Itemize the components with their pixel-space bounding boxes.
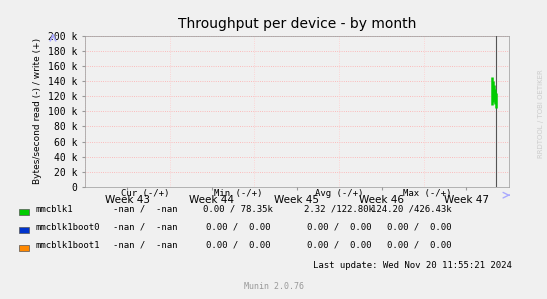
Text: Last update: Wed Nov 20 11:55:21 2024: Last update: Wed Nov 20 11:55:21 2024: [312, 261, 511, 270]
Y-axis label: Bytes/second read (-) / write (+): Bytes/second read (-) / write (+): [33, 38, 42, 184]
Text: 0.00 /  0.00: 0.00 / 0.00: [387, 241, 451, 250]
Text: 0.00 /  0.00: 0.00 / 0.00: [206, 241, 270, 250]
Title: Throughput per device - by month: Throughput per device - by month: [178, 16, 416, 30]
Text: mmcblk1: mmcblk1: [36, 205, 73, 214]
Text: RRDTOOL / TOBI OETIKER: RRDTOOL / TOBI OETIKER: [538, 69, 544, 158]
Text: Cur (-/+): Cur (-/+): [121, 189, 169, 198]
Text: -nan /  -nan: -nan / -nan: [113, 205, 177, 214]
Text: 0.00 /  0.00: 0.00 / 0.00: [307, 223, 371, 232]
Text: -nan /  -nan: -nan / -nan: [113, 223, 177, 232]
Text: Munin 2.0.76: Munin 2.0.76: [243, 282, 304, 291]
Text: 124.20 /426.43k: 124.20 /426.43k: [371, 205, 451, 214]
Text: Min (-/+): Min (-/+): [214, 189, 262, 198]
Text: Avg (-/+): Avg (-/+): [315, 189, 363, 198]
Text: -nan /  -nan: -nan / -nan: [113, 241, 177, 250]
Text: mmcblk1boot1: mmcblk1boot1: [36, 241, 100, 250]
Text: 0.00 /  0.00: 0.00 / 0.00: [307, 241, 371, 250]
Text: 0.00 /  0.00: 0.00 / 0.00: [387, 223, 451, 232]
Text: 0.00 /  0.00: 0.00 / 0.00: [206, 223, 270, 232]
Text: mmcblk1boot0: mmcblk1boot0: [36, 223, 100, 232]
Text: 2.32 /122.80k: 2.32 /122.80k: [304, 205, 374, 214]
Text: 0.00 / 78.35k: 0.00 / 78.35k: [203, 205, 273, 214]
Text: Max (-/+): Max (-/+): [403, 189, 451, 198]
